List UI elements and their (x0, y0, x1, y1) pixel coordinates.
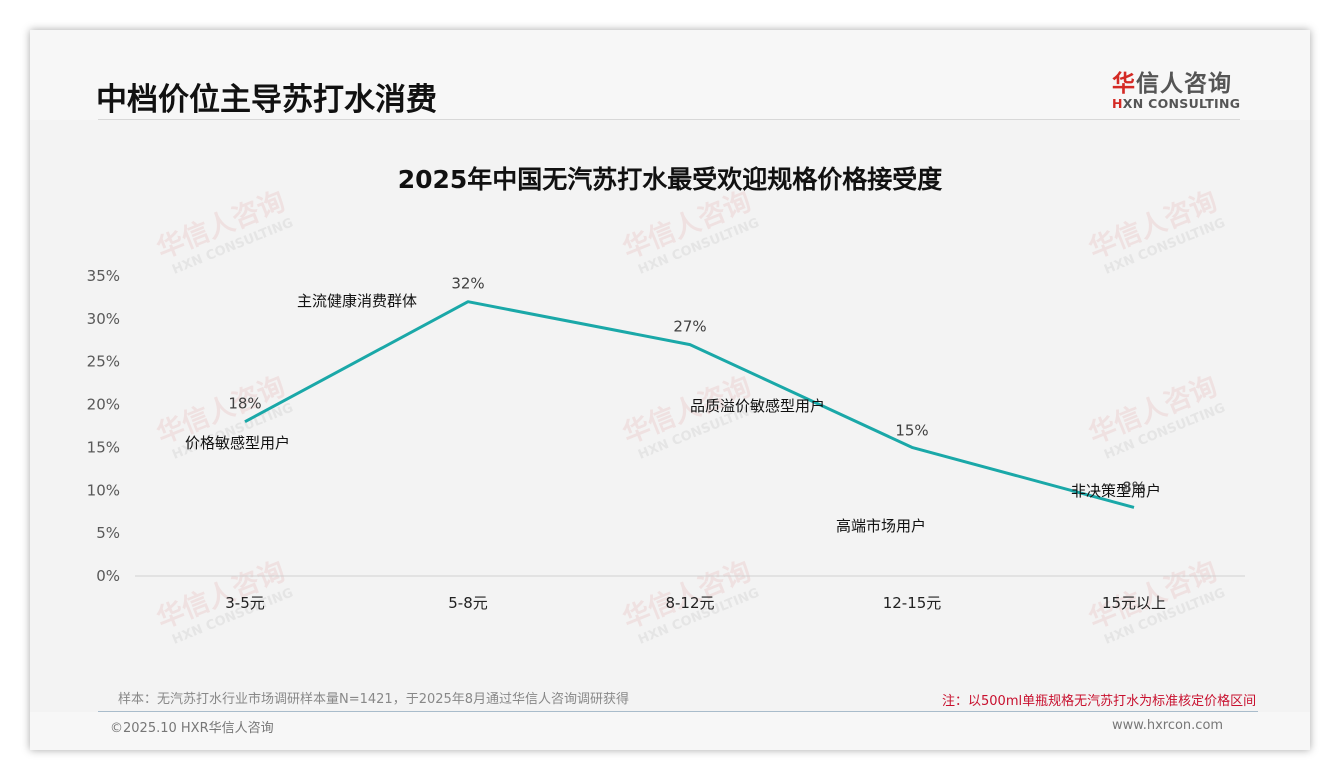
segment-annotation: 非决策型用户 (1071, 482, 1161, 500)
segment-annotation: 主流健康消费群体 (297, 292, 417, 310)
segment-annotation: 品质溢价敏感型用户 (690, 397, 825, 415)
data-label: 32% (451, 275, 484, 293)
y-axis: 0% 5% 10% 15% 20% 25% 30% 35% (87, 267, 120, 585)
logo-cn: 华信人咨询 (1112, 71, 1232, 97)
slide: 中档价位主导苏打水消费 华信人咨询 HXN CONSULTING 华信人咨询 HX… (30, 30, 1310, 750)
chart-title: 2025年中国无汽苏打水最受欢迎规格价格接受度 (397, 165, 943, 194)
page-title: 中档价位主导苏打水消费 (96, 82, 437, 118)
x-tick-label: 12-15元 (883, 594, 942, 612)
data-label: 27% (673, 318, 706, 336)
line-chart: 0% 5% 10% 15% 20% 25% 30% 35% 3-5元 5-8元 8-12元 12-1… (87, 267, 1245, 612)
y-tick-label: 15% (87, 438, 120, 456)
y-tick-label: 30% (87, 310, 120, 328)
brand-logo: 华信人咨询 HXN CONSULTING (1112, 64, 1242, 111)
footer-divider (98, 711, 1258, 712)
x-tick-label: 5-8元 (448, 594, 488, 612)
y-tick-label: 0% (96, 567, 120, 585)
header-band (30, 30, 1310, 120)
price-note: 注：以500ml单瓶规格无汽苏打水为标准核定价格区间 (942, 694, 1257, 709)
y-tick-label: 25% (87, 353, 120, 371)
sample-note: 样本：无汽苏打水行业市场调研样本量N=1421，于2025年8月通过华信人咨询调… (118, 692, 630, 707)
title-divider (98, 119, 1240, 120)
data-label: 18% (228, 395, 261, 413)
y-tick-label: 5% (96, 524, 120, 542)
x-tick-label: 3-5元 (225, 594, 265, 612)
data-labels: 18% 32% 27% 15% 8% (228, 275, 1146, 497)
x-tick-label: 15元以上 (1102, 594, 1166, 612)
y-tick-label: 10% (87, 481, 120, 499)
x-axis: 3-5元 5-8元 8-12元 12-15元 15元以上 (225, 594, 1166, 612)
y-tick-label: 20% (87, 396, 120, 414)
segment-annotation: 价格敏感型用户 (185, 434, 290, 452)
data-label: 8% (1122, 478, 1146, 496)
y-tick-label: 35% (87, 267, 120, 285)
footer-band (30, 712, 1310, 750)
x-tick-label: 8-12元 (665, 594, 714, 612)
series-line (244, 300, 1135, 509)
segment-annotation: 高端市场用户 (836, 517, 926, 535)
logo-en: HXN CONSULTING (1112, 96, 1241, 111)
data-label: 15% (895, 421, 928, 439)
copyright: ©2025.10 HXR华信人咨询 (110, 721, 274, 736)
website-link[interactable]: www.hxrcon.com (1112, 718, 1224, 733)
